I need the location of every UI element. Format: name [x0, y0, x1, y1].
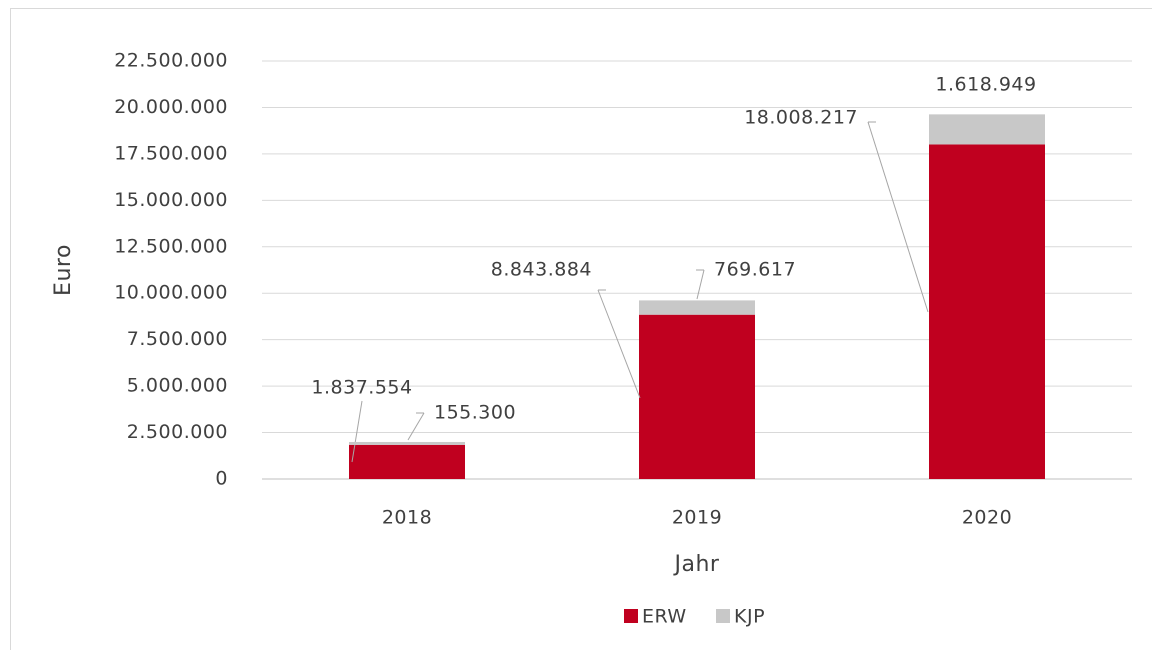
data-label: 8.843.884	[491, 259, 592, 281]
leader-line	[867, 121, 929, 313]
y-tick-label: 17.500.000	[114, 142, 228, 164]
x-axis-title: Jahr	[673, 552, 720, 577]
legend-swatch	[716, 609, 730, 623]
legend-label: KJP	[734, 606, 765, 628]
y-tick-label: 22.500.000	[114, 50, 228, 72]
leader-line	[407, 412, 425, 441]
data-label: 155.300	[434, 402, 516, 424]
data-label: 18.008.217	[744, 107, 858, 129]
y-tick-label: 20.000.000	[114, 96, 228, 118]
chart-frame	[10, 8, 1152, 650]
leader-line	[696, 269, 705, 300]
bar-segment	[349, 441, 465, 445]
data-label: 1.618.949	[935, 74, 1036, 96]
x-tick-label: 2020	[962, 507, 1012, 529]
bar-segment	[639, 300, 755, 315]
data-label: 769.617	[714, 259, 796, 281]
y-tick-label: 15.000.000	[114, 189, 228, 211]
y-tick-label: 7.500.000	[127, 328, 228, 350]
y-tick-label: 12.500.000	[114, 235, 228, 257]
bar-segment	[349, 444, 465, 479]
bar-segment	[639, 314, 755, 479]
y-axis-title: Euro	[51, 244, 76, 296]
legend-label: ERW	[642, 606, 687, 628]
x-tick-label: 2019	[672, 507, 722, 529]
bar-segment	[929, 114, 1045, 145]
bar-segment	[929, 144, 1045, 480]
x-tick-label: 2018	[382, 507, 432, 529]
legend-swatch	[624, 609, 638, 623]
leader-line	[351, 400, 363, 463]
y-tick-label: 0	[215, 468, 228, 490]
leader-line	[597, 289, 641, 399]
data-label: 1.837.554	[311, 377, 412, 399]
y-tick-label: 5.000.000	[127, 375, 228, 397]
y-tick-label: 2.500.000	[127, 421, 228, 443]
y-tick-label: 10.000.000	[114, 282, 228, 304]
